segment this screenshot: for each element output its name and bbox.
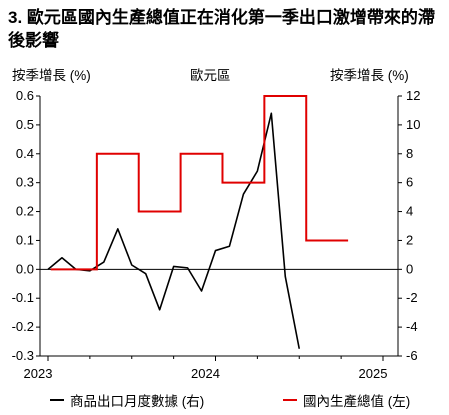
legend-swatch-exports bbox=[50, 399, 64, 401]
left-tick-label: 0.6 bbox=[16, 88, 34, 103]
left-axis-label: 按季增長 (%) bbox=[12, 68, 91, 83]
series-line-gdp bbox=[50, 95, 349, 271]
legend-label-gdp: 國內生產總值 (左) bbox=[303, 394, 411, 409]
right-tick-label: -2 bbox=[406, 290, 418, 305]
left-tick-label: -0.2 bbox=[12, 319, 34, 334]
axes-layer: 0.6 0.5 0.4 0.3 0.2 0.1 0.0 -0.1 -0.2 -0.3 12 10 8 6 4… bbox=[12, 88, 421, 381]
left-tick-label: 0.2 bbox=[16, 204, 34, 219]
series-line-exports bbox=[47, 112, 301, 349]
left-tick-label: -0.3 bbox=[12, 348, 34, 363]
chart-title: 3. 歐元區國內生產總值正在消化第一季出口激增帶來的滯後影響 bbox=[8, 8, 435, 50]
right-tick-label: 6 bbox=[406, 175, 413, 190]
left-tick-label: 0.5 bbox=[16, 117, 34, 132]
right-tick-label: 2 bbox=[406, 232, 413, 247]
legend-entry-exports: 商品出口月度數據 (右) bbox=[50, 390, 204, 410]
right-axis-label: 按季增長 (%) bbox=[330, 68, 409, 83]
x-tick-label: 2024 bbox=[191, 366, 220, 381]
center-region-label: 歐元區 bbox=[190, 68, 231, 83]
series-layer bbox=[47, 95, 349, 349]
left-tick-label: 0.3 bbox=[16, 175, 34, 190]
left-tick-label: 0.0 bbox=[16, 261, 34, 276]
right-tick-label: 12 bbox=[406, 88, 420, 103]
x-tick-label: 2025 bbox=[359, 366, 388, 381]
right-tick-label: 4 bbox=[406, 204, 413, 219]
left-tick-label: -0.1 bbox=[12, 290, 34, 305]
right-tick-label: -4 bbox=[406, 319, 418, 334]
x-tick-label: 2023 bbox=[24, 366, 53, 381]
legend-swatch-gdp bbox=[283, 399, 297, 401]
legend-entry-gdp: 國內生產總值 (左) bbox=[283, 390, 410, 410]
right-tick-label: 10 bbox=[406, 117, 420, 132]
right-tick-label: -6 bbox=[406, 348, 418, 363]
right-tick-label: 0 bbox=[406, 261, 413, 276]
legend-label-exports: 商品出口月度數據 (右) bbox=[70, 394, 205, 409]
left-tick-label: 0.4 bbox=[16, 146, 34, 161]
left-tick-label: 0.1 bbox=[16, 232, 34, 247]
right-tick-label: 8 bbox=[406, 146, 413, 161]
